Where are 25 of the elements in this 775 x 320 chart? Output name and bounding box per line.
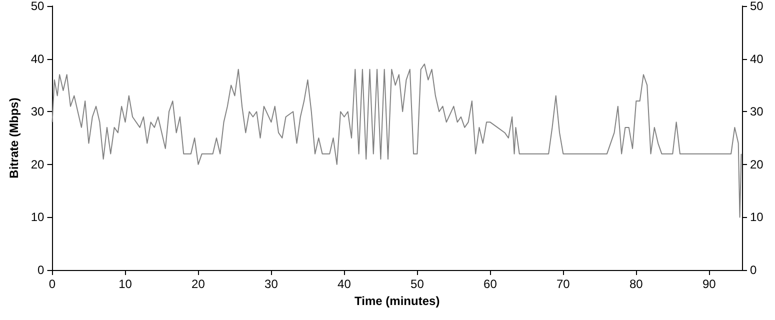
y-tick-label: 30 bbox=[30, 104, 45, 119]
y-tick-label: 10 bbox=[30, 210, 45, 224]
x-tick-label: 60 bbox=[484, 277, 498, 291]
y2-tick-label: 40 bbox=[750, 52, 764, 66]
y2-tick-label: 20 bbox=[750, 157, 764, 172]
x-axis-title: Time (minutes) bbox=[354, 294, 440, 308]
y2-tick-label: 50 bbox=[750, 0, 764, 13]
y2-tick-label: 0 bbox=[750, 263, 757, 277]
x-tick-label: 90 bbox=[702, 277, 716, 291]
x-tick-label: 20 bbox=[192, 277, 206, 291]
x-tick-label: 30 bbox=[264, 277, 278, 291]
line-series bbox=[52, 64, 742, 218]
x-tick-label: 80 bbox=[629, 277, 644, 291]
y-tick-label: 50 bbox=[30, 0, 45, 13]
x-tick-label: 70 bbox=[556, 277, 570, 291]
x-tick-label: 50 bbox=[410, 277, 424, 291]
y-axis-title: Bitrate (Mbps) bbox=[7, 98, 21, 178]
x-tick-label: 10 bbox=[118, 277, 132, 291]
x-tick-label: 40 bbox=[338, 277, 352, 291]
y-tick-label: 40 bbox=[30, 52, 45, 66]
y2-tick-label: 30 bbox=[750, 104, 764, 119]
y-tick-label: 0 bbox=[38, 263, 45, 277]
y2-tick-label: 10 bbox=[750, 210, 764, 224]
x-tick-label: 0 bbox=[48, 277, 56, 291]
y-tick-label: 20 bbox=[30, 157, 45, 172]
